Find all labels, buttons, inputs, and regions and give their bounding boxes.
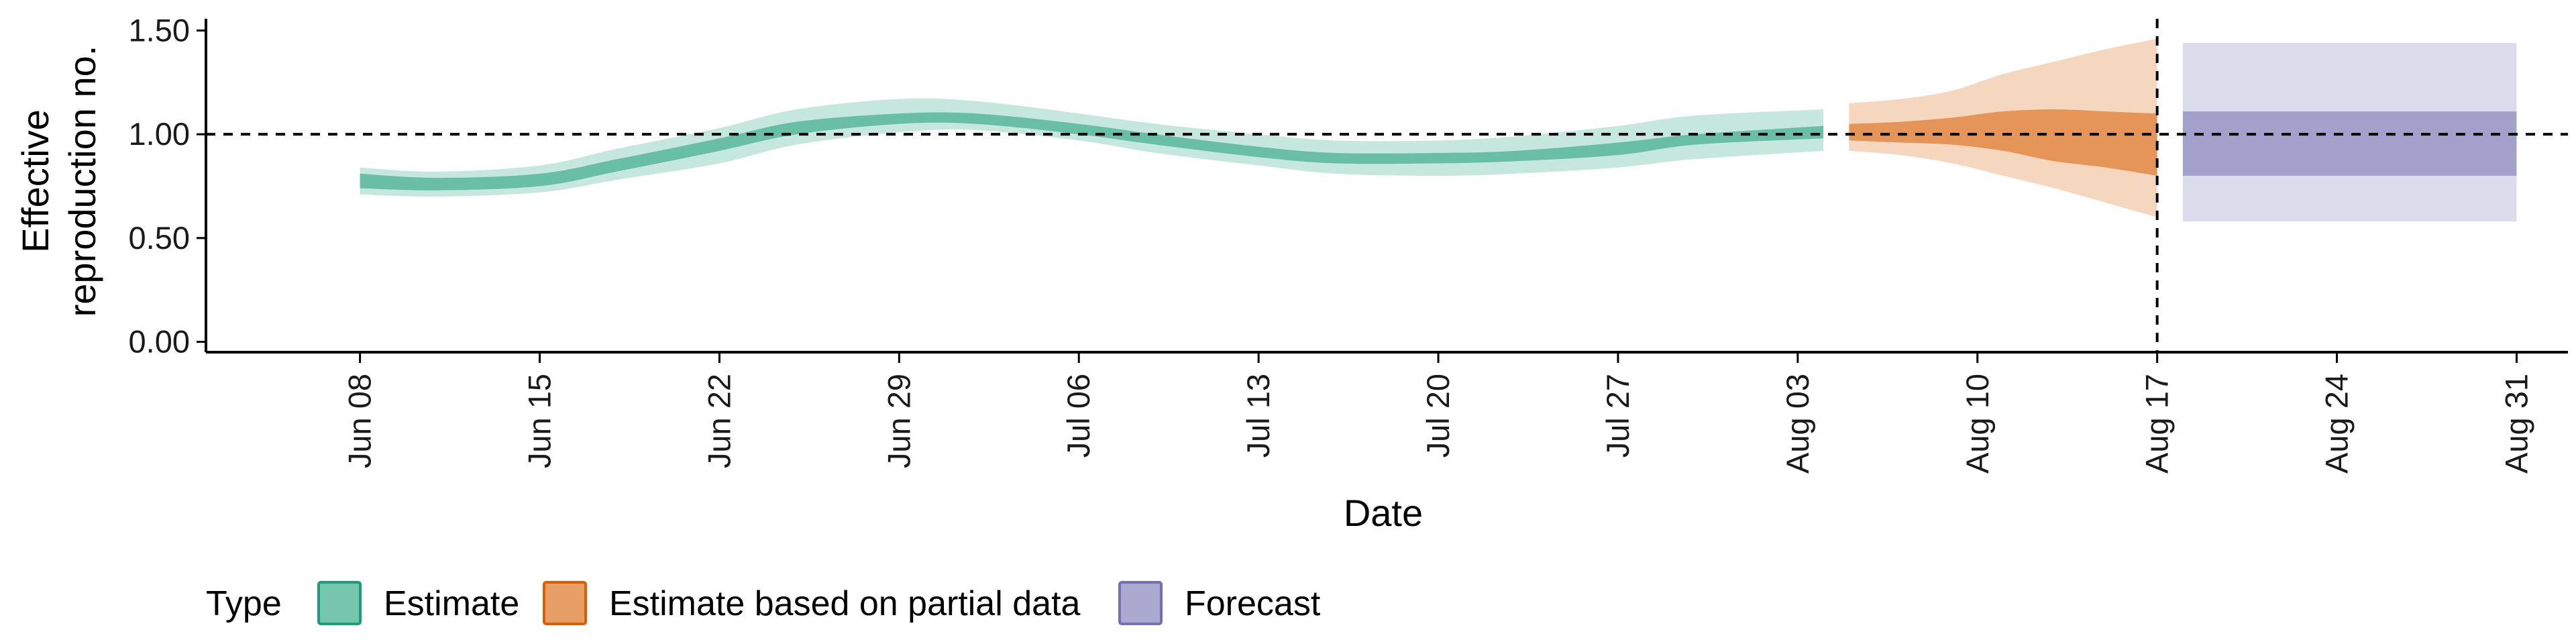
legend-label-estimate: Estimate [384, 584, 519, 623]
x-tick-label: Jun 29 [881, 374, 916, 468]
x-tick-label: Aug 03 [1780, 374, 1815, 474]
y-axis-title-line-2: reproduction no. [61, 46, 103, 317]
y-tick-label: 1.00 [129, 116, 190, 152]
forecast-inner-interval-band [2182, 111, 2517, 176]
legend: Type Estimate Estimate based on partial d… [206, 581, 1321, 625]
estimate-inner-interval-band [360, 112, 1824, 191]
x-tick-label: Jul 20 [1420, 374, 1456, 458]
x-tick-label: Aug 10 [1960, 374, 1995, 474]
legend-key-forecast [1118, 581, 1163, 625]
x-tick-label: Jun 22 [701, 374, 737, 468]
x-tick-label: Jul 27 [1600, 374, 1635, 458]
legend-label-forecast: Forecast [1185, 584, 1321, 623]
estimate-based-on-partial-data-inner-interval-band [1849, 109, 2157, 176]
x-axis-ticks: Jun 08 Jun 15 Jun 22 Jun 29 Jul 06 Jul 13 Jul … [342, 352, 2534, 474]
axes [205, 19, 2568, 354]
reference-lines [206, 19, 2568, 352]
x-tick-label: Jun 08 [342, 374, 378, 468]
x-tick-label: Jul 06 [1061, 374, 1096, 458]
legend-key-estimate [317, 581, 362, 625]
series-bands [360, 38, 2517, 222]
x-tick-label: Jun 15 [522, 374, 557, 468]
x-tick-label: Jul 13 [1240, 374, 1276, 458]
y-axis-ticks: 0.00 0.50 1.00 1.50 [129, 12, 206, 360]
y-axis-title-line-1: Effective [14, 109, 56, 253]
y-tick-label: 0.00 [129, 324, 190, 360]
y-tick-label: 1.50 [129, 12, 190, 48]
x-tick-label: Aug 17 [2139, 374, 2175, 474]
estimate-outer-interval-band [360, 98, 1824, 197]
legend-label-estimate-based-on-partial-data: Estimate based on partial data [609, 584, 1081, 623]
legend-key-estimate-based-on-partial-data [543, 581, 587, 625]
x-tick-label: Aug 31 [2499, 374, 2534, 474]
y-tick-label: 0.50 [129, 220, 190, 256]
x-tick-label: Aug 24 [2319, 374, 2355, 474]
x-axis-title: Date [1344, 492, 1423, 534]
legend-title: Type [206, 584, 282, 623]
